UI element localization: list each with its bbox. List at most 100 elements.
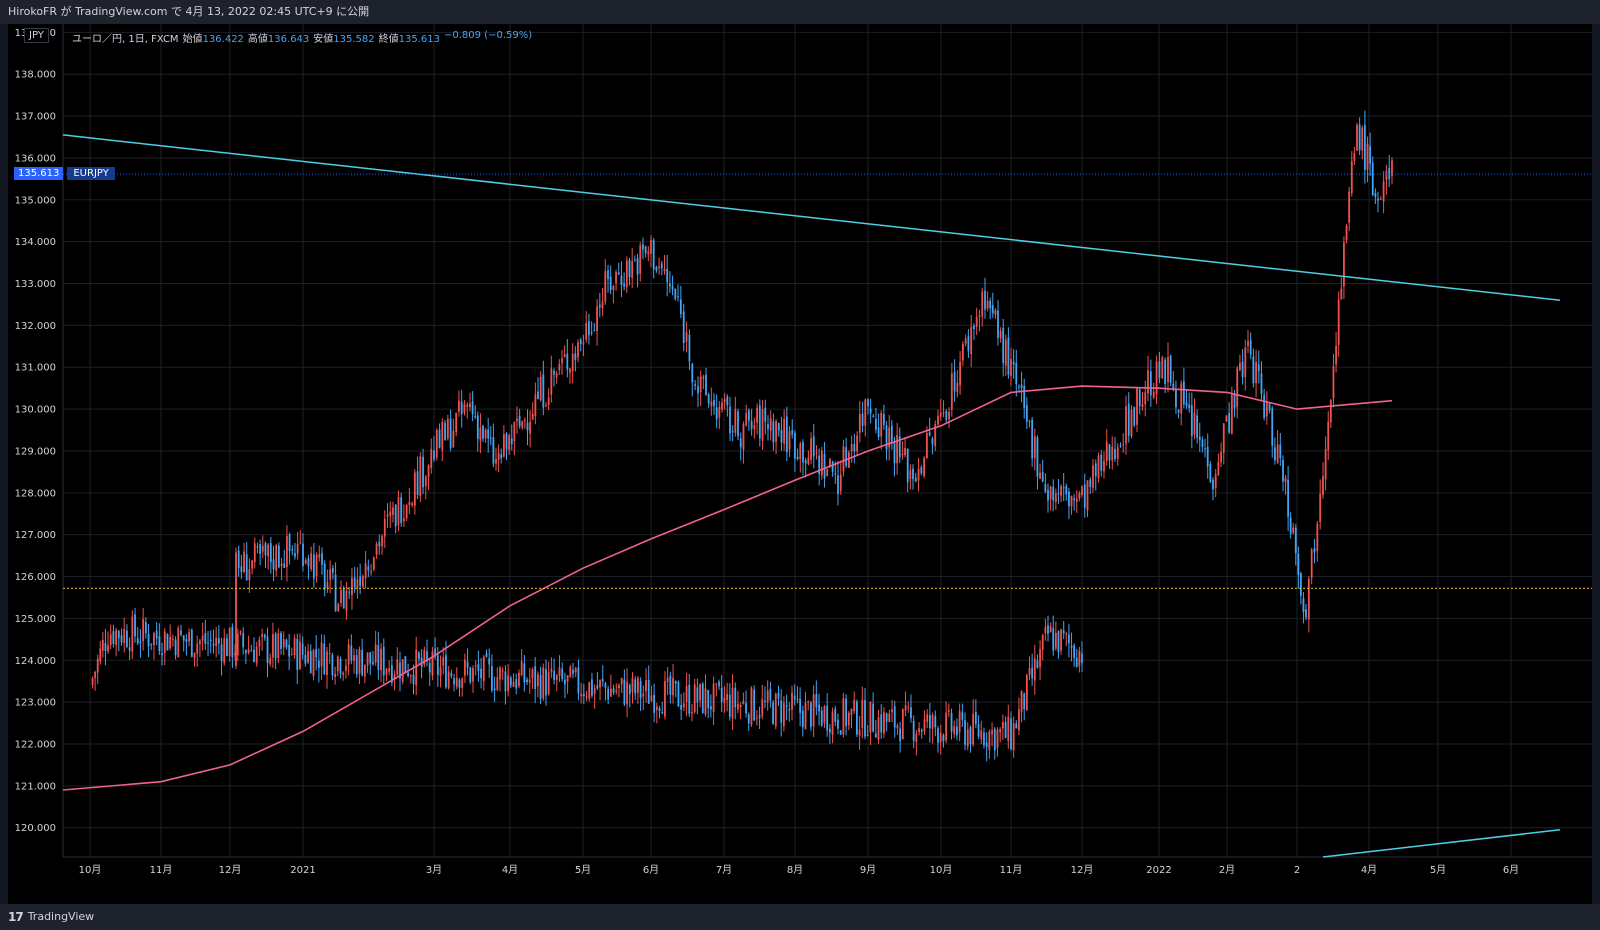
- candle-body: [488, 658, 491, 665]
- legend-low-label: 安値: [313, 34, 334, 45]
- candle-body: [915, 733, 918, 743]
- candle-body: [939, 732, 942, 743]
- candle-body: [997, 310, 999, 338]
- candle-body: [1182, 381, 1185, 405]
- candle-body: [845, 698, 847, 727]
- candle-body: [1020, 690, 1023, 712]
- candle-body: [599, 680, 601, 688]
- candle-body: [1130, 409, 1133, 437]
- candle-body: [1220, 451, 1222, 463]
- candle-body: [1052, 486, 1055, 501]
- candle-body: [1374, 193, 1377, 198]
- candle-body: [923, 719, 926, 732]
- candle-body: [123, 628, 126, 643]
- price-chart[interactable]: 120.000 121.000 122.000 123.000 124.000 125.0…: [8, 24, 1592, 904]
- candle-body: [1127, 403, 1130, 436]
- candle-body: [1164, 359, 1167, 385]
- candle-body: [834, 473, 837, 475]
- candle-body: [644, 246, 647, 253]
- candle-body: [280, 563, 283, 567]
- candle-body: [317, 660, 320, 668]
- candle-body: [718, 406, 721, 418]
- candle-body: [850, 444, 853, 452]
- candle-body: [950, 712, 953, 732]
- candle-body: [1322, 476, 1324, 496]
- candle-body: [510, 438, 513, 445]
- candle-body: [466, 404, 469, 407]
- tradingview-logo[interactable]: 17 TradingView: [8, 904, 94, 930]
- y-tick-label: 123.000: [15, 698, 56, 709]
- y-tick-label: 130.000: [15, 405, 56, 416]
- candle-body: [463, 403, 466, 413]
- candle-body: [1382, 181, 1385, 202]
- candle-body: [636, 258, 639, 275]
- x-tick-label: 4月: [502, 864, 518, 876]
- candle-body: [518, 672, 520, 687]
- candle-body: [99, 648, 102, 662]
- candle-body: [628, 684, 631, 695]
- candle-body: [942, 735, 945, 742]
- candle-body: [180, 630, 182, 635]
- candle-body: [693, 684, 696, 713]
- candle-body: [615, 690, 618, 692]
- candle-body: [1158, 361, 1161, 378]
- y-tick-label: 137.000: [15, 112, 56, 123]
- candle-body: [513, 421, 516, 442]
- candle-body: [104, 642, 107, 651]
- candle-body: [1356, 125, 1358, 151]
- candle-body: [399, 662, 401, 679]
- candle-body: [1144, 392, 1147, 405]
- candle-body: [450, 673, 453, 677]
- candle-body: [739, 704, 742, 708]
- candle-body: [1031, 419, 1034, 459]
- candle-body: [1366, 143, 1369, 170]
- candle-body: [1343, 242, 1345, 287]
- candle-body: [642, 693, 645, 697]
- candle-body: [226, 638, 228, 657]
- candle-body: [688, 684, 691, 714]
- candle-body: [1133, 406, 1136, 426]
- legend-symbol[interactable]: ユーロ／円, 1日, FXCM: [72, 34, 179, 45]
- candle-body: [1018, 386, 1020, 388]
- candle-body: [877, 717, 880, 740]
- candle-body: [828, 728, 831, 733]
- candle-body: [918, 728, 920, 733]
- candle-body: [342, 588, 345, 609]
- candle-body: [742, 700, 745, 704]
- currency-badge[interactable]: JPY: [24, 28, 49, 43]
- candle-body: [315, 554, 318, 576]
- chart-pane[interactable]: 120.000 121.000 122.000 123.000 124.000 125.0…: [8, 24, 1592, 904]
- candle-body: [1119, 445, 1122, 447]
- candle-body: [1060, 629, 1062, 651]
- candle-body: [877, 427, 880, 438]
- candle-body: [1020, 384, 1023, 388]
- candle-body: [875, 419, 877, 430]
- candle-body: [471, 401, 474, 414]
- candle-body: [1044, 626, 1047, 634]
- candle-body: [1263, 394, 1266, 418]
- candle-body: [474, 416, 477, 418]
- candle-body: [885, 713, 888, 722]
- candle-body: [1358, 124, 1361, 150]
- candle-body: [428, 662, 431, 673]
- candle-body: [215, 637, 218, 647]
- candle-body: [961, 343, 964, 361]
- candle-body: [534, 394, 537, 417]
- candle-body: [609, 688, 612, 697]
- candle-body: [593, 330, 596, 332]
- candle-body: [847, 712, 850, 726]
- candle-body: [1305, 609, 1307, 618]
- candle-body: [497, 452, 500, 460]
- candle-body: [804, 460, 807, 464]
- candle-body: [1292, 527, 1295, 533]
- candle-body: [669, 675, 672, 695]
- candle-body: [1004, 722, 1007, 739]
- candle-body: [263, 634, 266, 638]
- candle-body: [896, 725, 899, 729]
- candle-body: [318, 554, 321, 558]
- candle-body: [242, 633, 245, 648]
- candle-body: [228, 627, 231, 656]
- candle-body: [1015, 362, 1018, 385]
- candle-body: [396, 659, 399, 675]
- candle-body: [209, 639, 212, 642]
